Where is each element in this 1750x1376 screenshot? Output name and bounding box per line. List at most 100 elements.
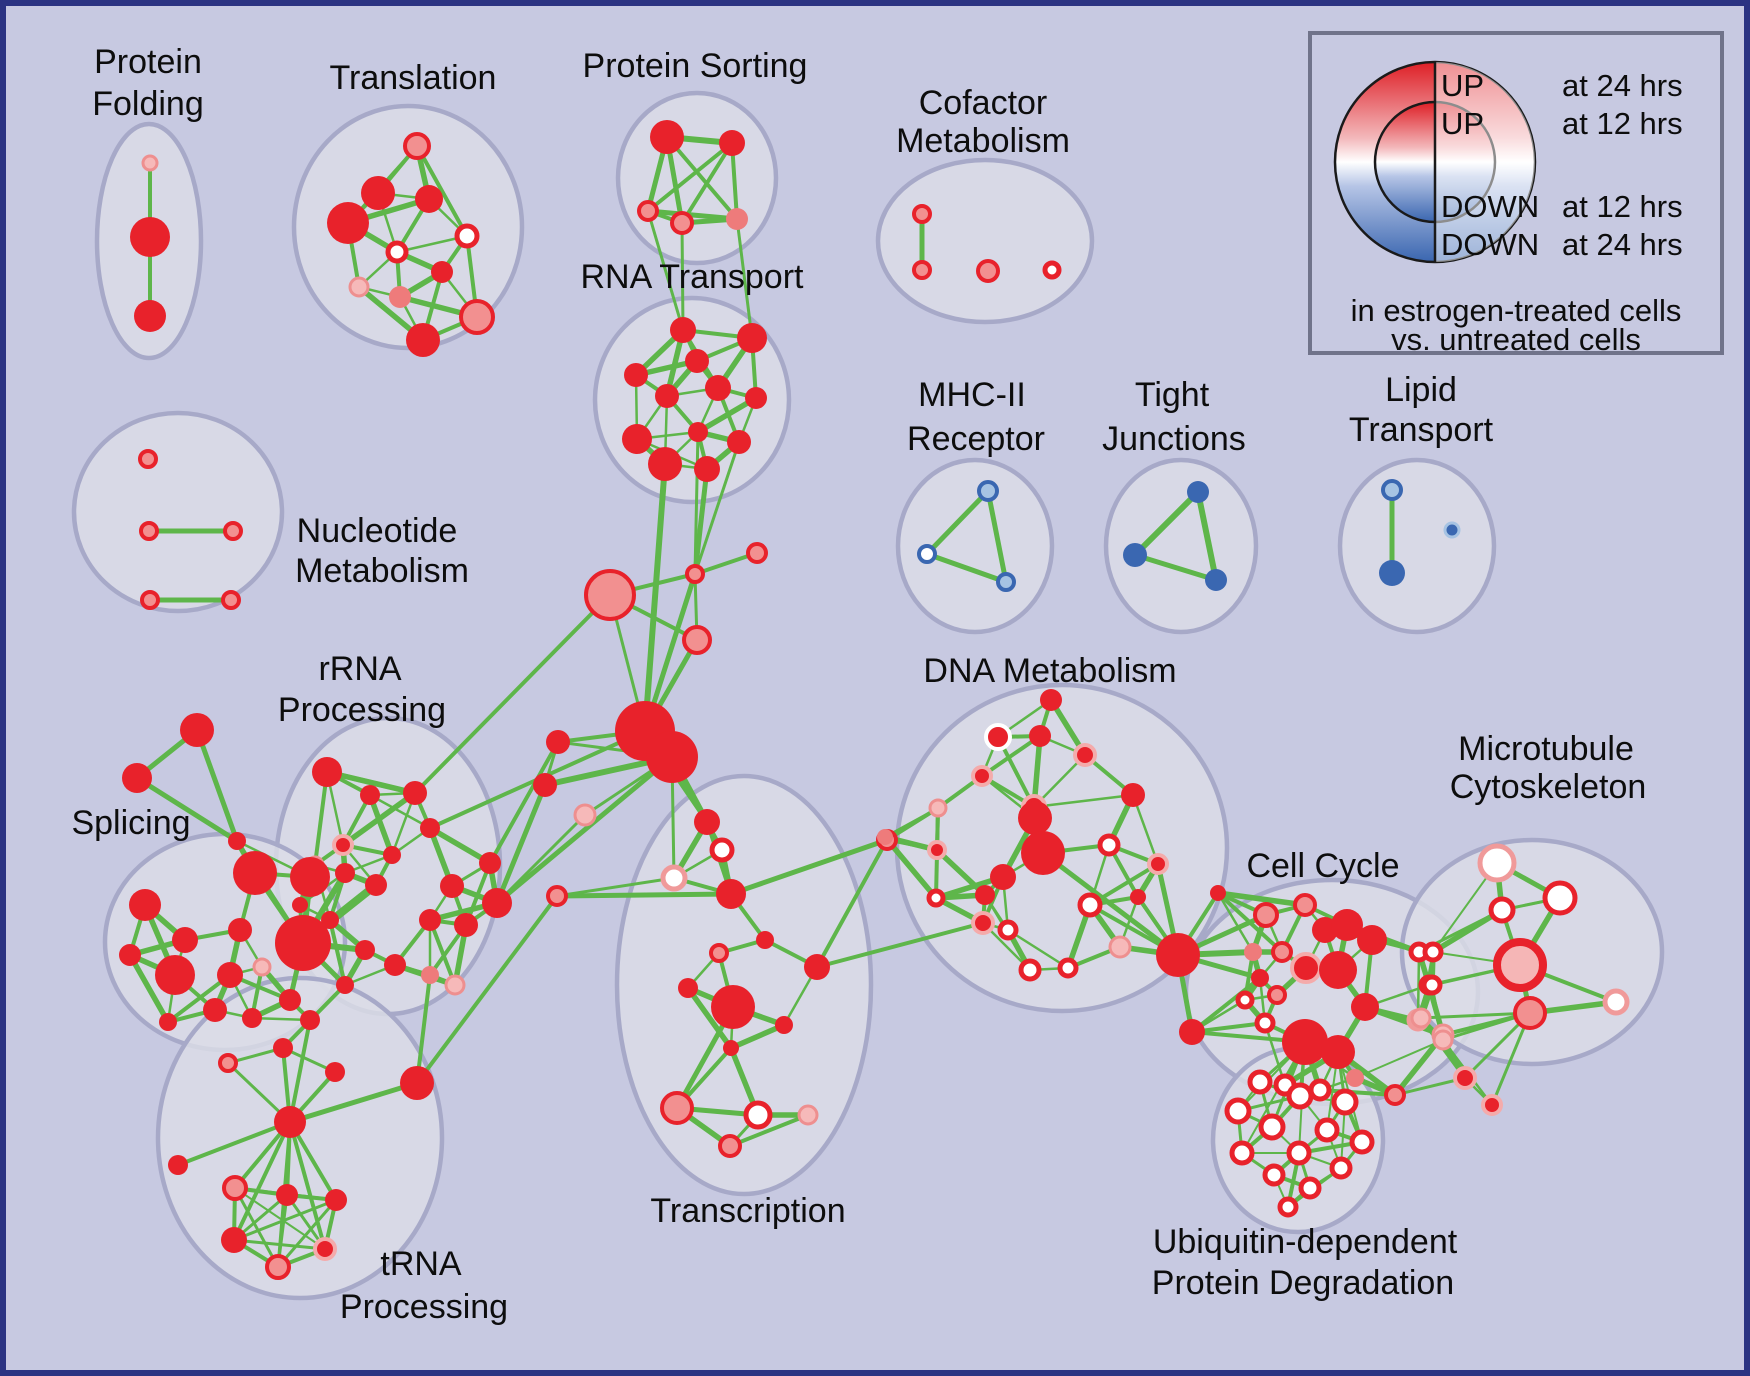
gene-node-tr-7 bbox=[348, 276, 370, 298]
gene-node-cc-16 bbox=[1179, 1019, 1205, 1045]
gene-node-tn-5 bbox=[221, 1227, 247, 1253]
gene-node-cc-4 bbox=[1357, 925, 1387, 955]
edge bbox=[1215, 890, 1308, 908]
edge bbox=[680, 141, 734, 225]
edge bbox=[127, 952, 171, 1025]
gene-node-rt-3 bbox=[685, 349, 709, 373]
edge bbox=[728, 1022, 787, 1051]
gene-node-dm-8 bbox=[1121, 783, 1145, 807]
edge bbox=[413, 593, 612, 795]
gene-node-tn-9 bbox=[273, 1038, 293, 1058]
gene-node-dm-22 bbox=[1018, 958, 1042, 982]
gene-node-nm-4 bbox=[221, 590, 241, 610]
cluster-label-dm: DNA Metabolism bbox=[923, 652, 1176, 690]
legend-box bbox=[1308, 31, 1724, 355]
gene-node-dm-0 bbox=[984, 723, 1012, 751]
gene-node-tr-2 bbox=[415, 185, 443, 213]
gene-node-ub-2 bbox=[1331, 1088, 1359, 1116]
edge bbox=[415, 973, 432, 1085]
gene-node-cc-14 bbox=[1321, 1035, 1355, 1069]
cluster-label-spl: Splicing bbox=[71, 804, 190, 842]
nodes bbox=[119, 120, 1630, 1280]
edge bbox=[313, 770, 329, 867]
gene-node-rr-17 bbox=[336, 976, 354, 994]
edge bbox=[368, 793, 432, 830]
gene-node-dm-11 bbox=[990, 864, 1016, 890]
gene-node-cf-3 bbox=[1042, 260, 1062, 280]
cluster-label-rt: RNA Transport bbox=[581, 258, 805, 296]
edge bbox=[1088, 862, 1160, 907]
gene-node-tx-16 bbox=[718, 1134, 742, 1158]
gene-node-tx-15 bbox=[797, 1104, 819, 1126]
gene-node-tr-8 bbox=[389, 286, 411, 308]
gene-node-spl-15 bbox=[159, 1013, 177, 1031]
edge bbox=[194, 727, 240, 844]
gene-node-mt-6 bbox=[1410, 1007, 1432, 1029]
cluster-label-rr: Processing bbox=[278, 691, 446, 729]
gene-node-ub-1 bbox=[1286, 1082, 1314, 1110]
edge bbox=[692, 466, 710, 577]
gene-node-lt-0 bbox=[1381, 479, 1403, 501]
gene-node-dm-5 bbox=[877, 829, 893, 845]
edge bbox=[693, 440, 741, 576]
gene-node-rr-0 bbox=[312, 757, 342, 787]
gene-node-tx-9 bbox=[711, 985, 755, 1029]
gene-node-cf-1 bbox=[912, 260, 932, 280]
gene-node-spl-0 bbox=[180, 713, 214, 747]
cluster-label-cf: Metabolism bbox=[896, 122, 1070, 160]
gene-node-sp-1 bbox=[746, 542, 768, 564]
legend-caption-line-0: in estrogen-treated cells bbox=[1351, 293, 1682, 328]
gene-node-tx-0 bbox=[694, 809, 720, 835]
edge bbox=[554, 891, 734, 899]
gene-node-tr-1 bbox=[361, 176, 395, 210]
gene-node-cf-0 bbox=[912, 204, 932, 224]
gene-node-pf-2 bbox=[134, 300, 166, 332]
gene-node-mt-7 bbox=[1432, 1029, 1454, 1051]
edge bbox=[646, 141, 734, 213]
gene-node-cf-2 bbox=[976, 259, 1000, 283]
gene-node-cc-12 bbox=[1254, 1012, 1276, 1034]
gene-node-rr-13 bbox=[454, 913, 478, 937]
cluster-label-ps: Protein Sorting bbox=[583, 47, 808, 85]
gene-node-tx-13 bbox=[660, 1091, 694, 1125]
gene-node-tj-1 bbox=[1123, 543, 1147, 567]
gene-node-cc-1 bbox=[1293, 893, 1317, 917]
edge bbox=[494, 754, 675, 906]
edge bbox=[287, 1080, 420, 1125]
edge bbox=[985, 488, 1009, 585]
edge bbox=[232, 1120, 292, 1242]
gene-node-sp-0 bbox=[685, 564, 705, 584]
gene-node-ps-2 bbox=[637, 200, 659, 222]
gene-node-lt-2 bbox=[1443, 521, 1461, 539]
legend-caption-line-1: vs. untreated cells bbox=[1391, 322, 1641, 357]
gene-node-rr-8 bbox=[420, 818, 440, 838]
cluster-region-ps bbox=[615, 90, 779, 266]
edge bbox=[1195, 489, 1219, 583]
gene-node-tr-5 bbox=[385, 240, 409, 264]
edge bbox=[176, 1120, 292, 1167]
legend-time-2: at 12 hrs bbox=[1562, 189, 1683, 224]
gene-node-dm-3 bbox=[971, 765, 993, 787]
legend-direction-1: UP bbox=[1441, 106, 1484, 141]
edge bbox=[324, 769, 418, 796]
edge bbox=[1006, 928, 1070, 970]
edge bbox=[665, 135, 739, 221]
gene-node-rt-10 bbox=[648, 447, 682, 481]
gene-node-spl-4 bbox=[290, 857, 330, 897]
gene-node-tx-2 bbox=[660, 864, 688, 892]
edge bbox=[646, 209, 685, 332]
cluster-label-mh: Receptor bbox=[907, 420, 1045, 458]
edge bbox=[924, 488, 991, 557]
gene-node-cc-8 bbox=[1319, 951, 1357, 989]
gene-node-dm-10 bbox=[1021, 831, 1065, 875]
cluster-label-tr: Translation bbox=[330, 59, 497, 97]
gene-node-cc-9 bbox=[1251, 969, 1269, 987]
gene-node-rr-7 bbox=[383, 846, 401, 864]
gene-node-sp-8 bbox=[573, 803, 597, 827]
gene-node-rt-4 bbox=[705, 375, 731, 401]
edge bbox=[728, 1113, 810, 1148]
gene-node-tx-4 bbox=[716, 879, 746, 909]
cluster-label-lt: Transport bbox=[1349, 411, 1494, 449]
cluster-label-tn: Processing bbox=[340, 1288, 508, 1326]
